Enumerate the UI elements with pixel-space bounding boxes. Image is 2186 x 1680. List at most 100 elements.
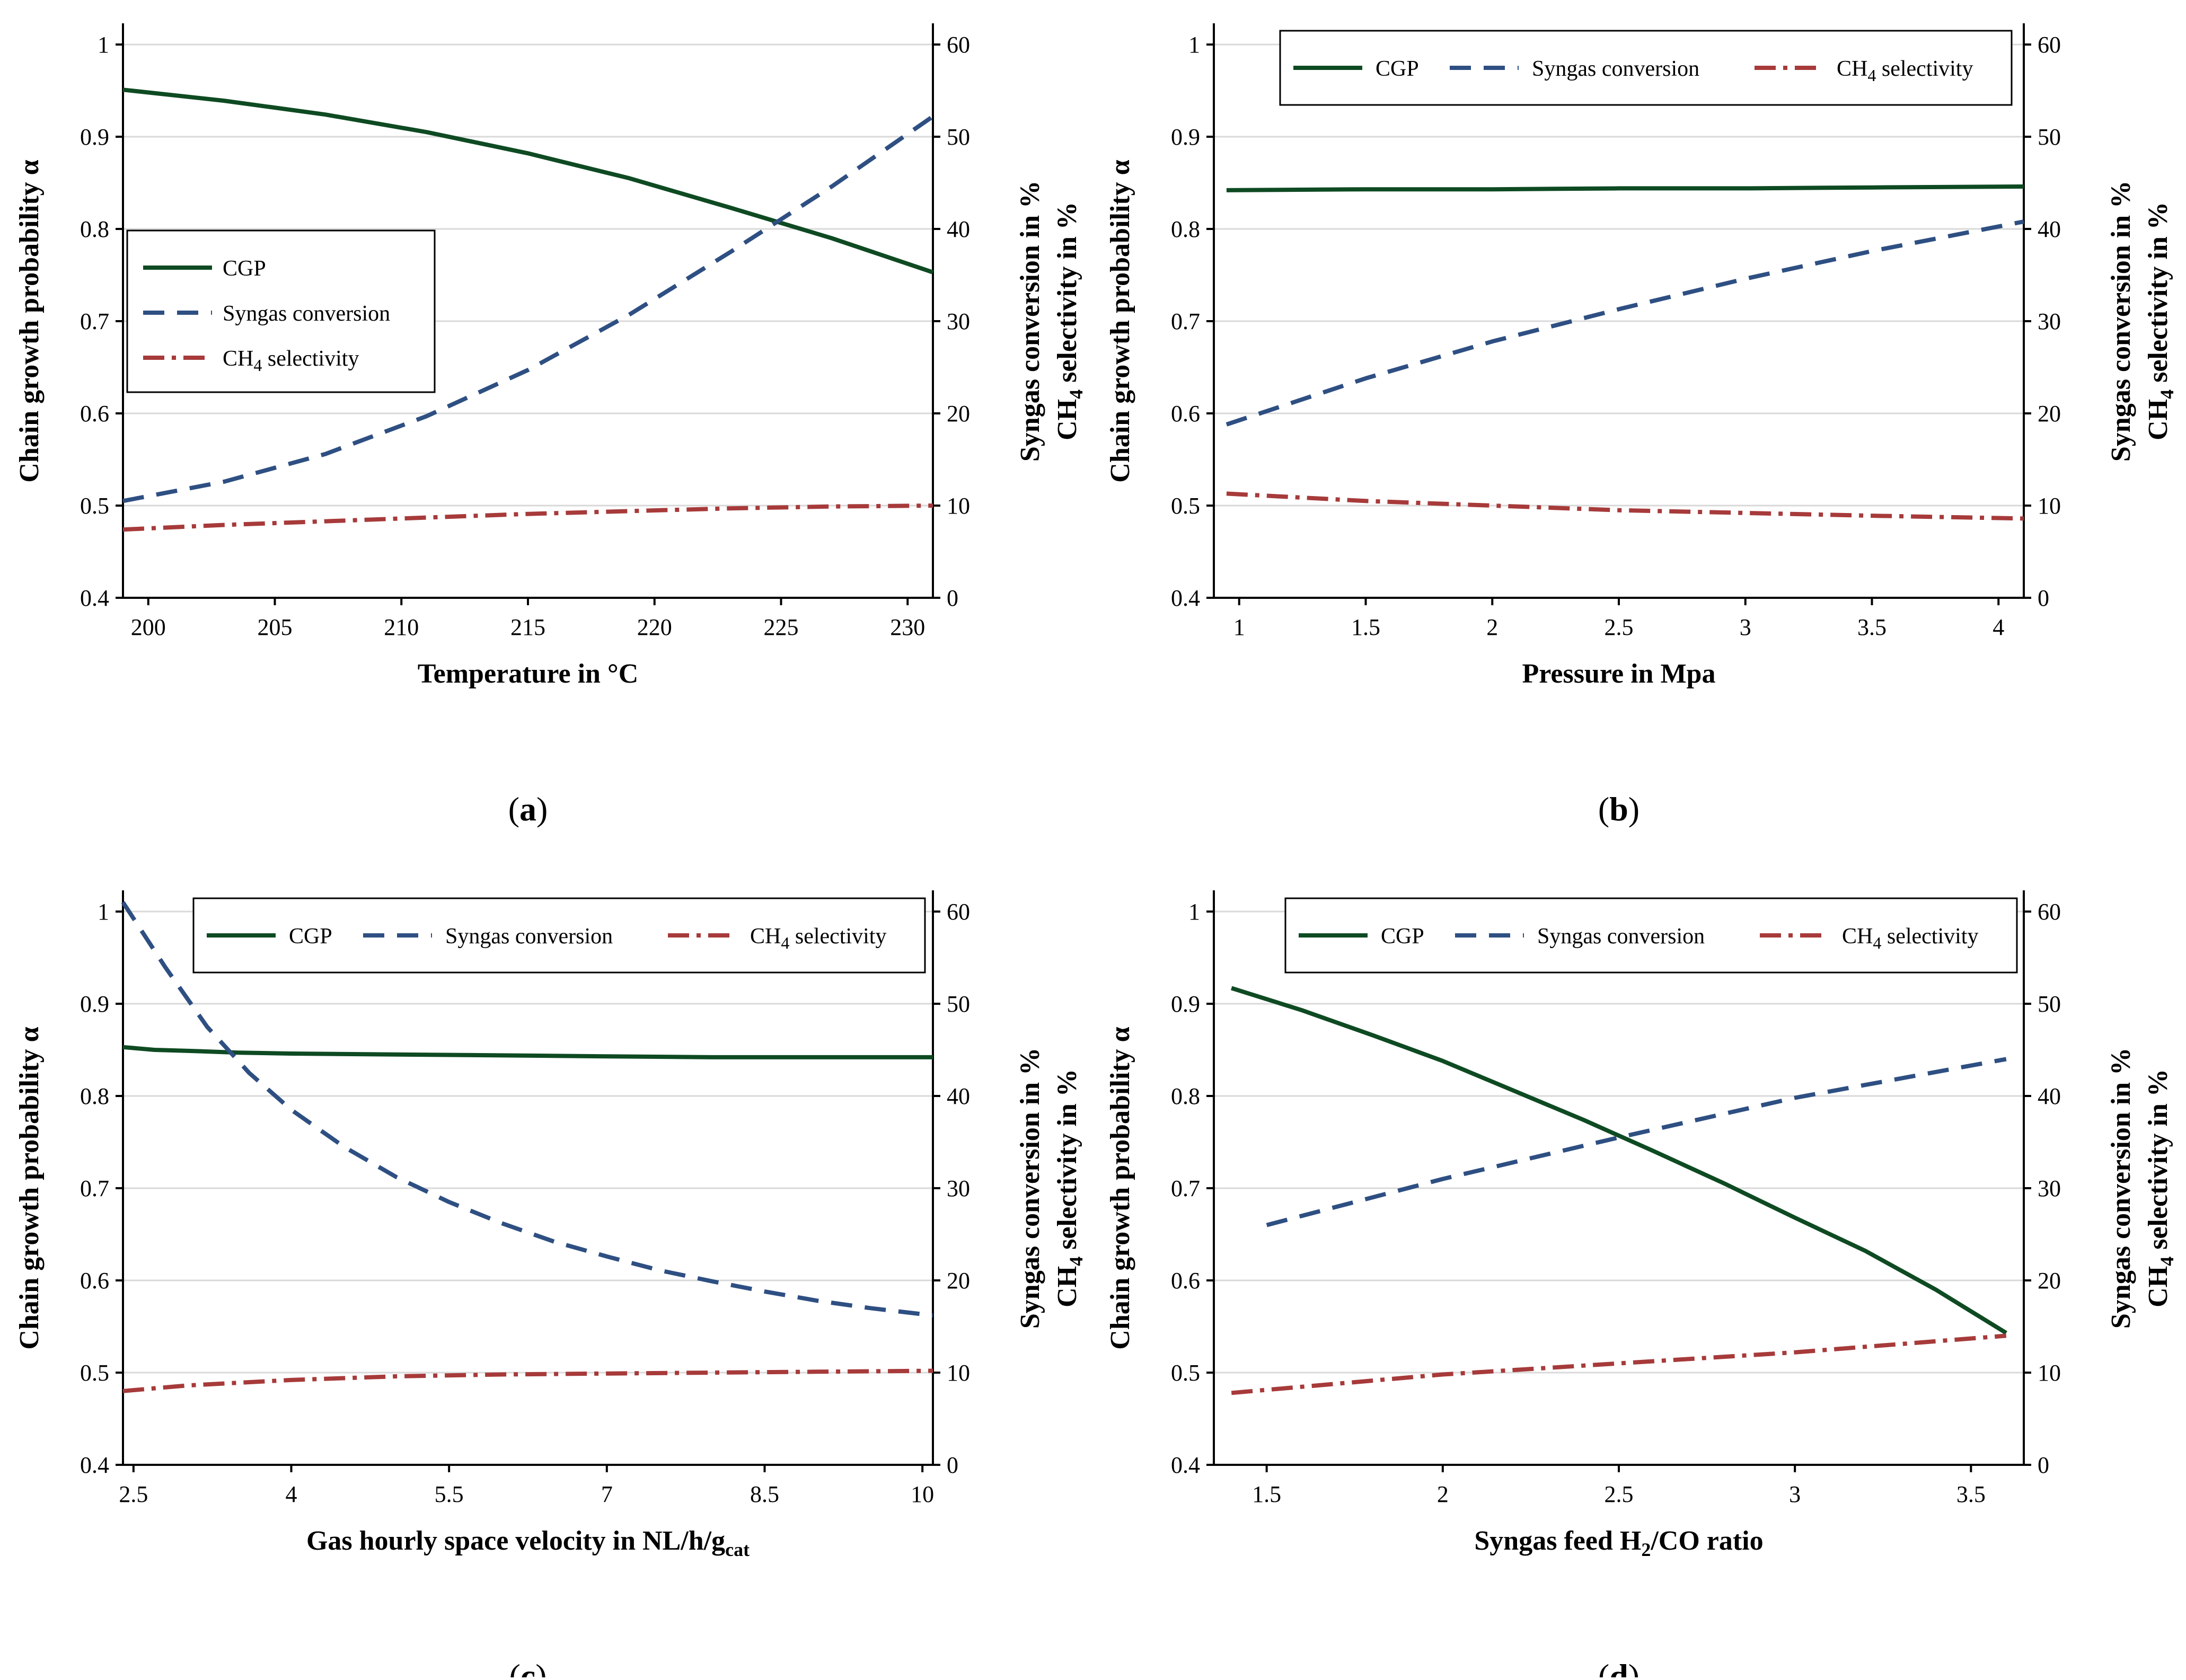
left-tick-label: 0.5: [80, 493, 109, 519]
x-tick-label: 3: [1789, 1481, 1801, 1507]
right-tick-label: 60: [947, 899, 970, 925]
x-tick-label: 2.5: [1605, 1481, 1634, 1507]
left-tick-label: 0.6: [1171, 401, 1200, 427]
right-axis-title-ch4: CH4 selectivity in %: [2143, 1069, 2178, 1307]
x-tick-label: 5.5: [435, 1481, 464, 1507]
right-tick-label: 10: [2038, 1360, 2061, 1386]
x-tick-label: 8.5: [750, 1481, 779, 1507]
x-axis-title: Gas hourly space velocity in NL/h/gcat: [306, 1526, 750, 1560]
left-tick-label: 0.4: [80, 585, 109, 611]
legend: CGP Syngas conversion CH4 selectivity: [192, 897, 926, 974]
left-tick-label: 0.6: [80, 1268, 109, 1294]
left-tick-label: 0.9: [80, 991, 109, 1017]
legend-label-syngas: Syngas conversion: [223, 302, 390, 326]
left-axis-title: Chain growth probability α: [14, 160, 45, 482]
series-line-ch4: [122, 1368, 933, 1393]
left-tick-label: 0.8: [80, 216, 109, 242]
left-tick-label: 1: [1188, 899, 1200, 925]
legend: CGP Syngas conversion CH4 selectivity: [126, 229, 436, 393]
left-tick-label: 0.9: [1171, 991, 1200, 1017]
left-tick-label: 0.4: [1171, 585, 1200, 611]
left-tick-label: 0.5: [80, 1360, 109, 1386]
legend-label-syngas: Syngas conversion: [445, 924, 613, 949]
series-line-ch4: [1231, 1333, 2007, 1395]
x-tick-label: 2.5: [119, 1481, 148, 1507]
right-axis-title-syngas: Syngas conversion in %: [2106, 1048, 2136, 1329]
right-tick-label: 50: [947, 991, 970, 1017]
legend-label-cgp: CGP: [1376, 57, 1419, 81]
x-tick-label: 4: [286, 1481, 297, 1507]
legend: CGP Syngas conversion CH4 selectivity: [1279, 30, 2013, 106]
legend-box: [192, 897, 926, 974]
series-line-ch4: [122, 503, 933, 532]
left-tick-label: 0.8: [80, 1083, 109, 1109]
left-tick-label: 0.8: [1171, 1083, 1200, 1109]
x-axis-title: Pressure in Mpa: [1522, 659, 1716, 689]
left-tick-label: 0.4: [1171, 1452, 1200, 1478]
right-tick-label: 10: [947, 493, 970, 519]
left-tick-label: 0.6: [1171, 1268, 1200, 1294]
legend-label-ch4: CH4 selectivity: [1842, 924, 1978, 952]
right-tick-label: 20: [2038, 401, 2061, 427]
x-tick-label: 215: [510, 614, 545, 640]
left-tick-label: 0.7: [80, 1175, 109, 1201]
right-tick-label: 30: [2038, 1175, 2061, 1201]
right-axis-title-syngas: Syngas conversion in %: [2106, 181, 2136, 462]
x-tick-label: 1.5: [1252, 1481, 1281, 1507]
right-tick-label: 60: [2038, 32, 2061, 58]
legend-label-syngas: Syngas conversion: [1537, 924, 1705, 949]
x-tick-label: 205: [258, 614, 293, 640]
x-tick-label: 210: [384, 614, 419, 640]
series-line-cgp: [122, 1045, 933, 1059]
left-axis-title: Chain growth probability α: [1105, 160, 1135, 482]
right-tick-label: 50: [2038, 991, 2061, 1017]
legend-label-ch4: CH4 selectivity: [223, 347, 359, 375]
left-tick-label: 0.5: [1171, 493, 1200, 519]
right-tick-label: 20: [2038, 1268, 2061, 1294]
x-tick-label: 3.5: [1956, 1481, 1986, 1507]
right-tick-label: 0: [2038, 1452, 2049, 1478]
right-tick-label: 30: [2038, 308, 2061, 334]
left-tick-label: 0.5: [1171, 1360, 1200, 1386]
left-tick-label: 0.9: [1171, 124, 1200, 150]
legend-box: [1279, 30, 2013, 106]
right-tick-label: 10: [2038, 493, 2061, 519]
left-tick-label: 0.6: [80, 401, 109, 427]
left-tick-label: 1: [98, 899, 109, 925]
right-tick-label: 60: [2038, 899, 2061, 925]
left-tick-label: 0.7: [1171, 308, 1200, 334]
x-tick-label: 1.5: [1351, 614, 1380, 640]
right-tick-label: 20: [947, 1268, 970, 1294]
x-tick-label: 225: [764, 614, 799, 640]
left-tick-label: 0.7: [80, 308, 109, 334]
panel-label: (c): [509, 1657, 546, 1677]
left-tick-label: 0.7: [1171, 1175, 1200, 1201]
right-tick-label: 60: [947, 32, 970, 58]
right-axis-title-ch4: CH4 selectivity in %: [2143, 202, 2178, 440]
legend-label-syngas: Syngas conversion: [1532, 57, 1699, 81]
x-tick-label: 3.5: [1857, 614, 1887, 640]
legend: CGP Syngas conversion CH4 selectivity: [1284, 897, 2018, 974]
legend-label-cgp: CGP: [289, 924, 332, 949]
right-tick-label: 50: [2038, 124, 2061, 150]
panel-label: (a): [508, 790, 548, 828]
legend-label-cgp: CGP: [1381, 924, 1424, 949]
right-tick-label: 0: [947, 1452, 958, 1478]
x-tick-label: 10: [911, 1481, 934, 1507]
x-axis-title: Temperature in °C: [418, 659, 639, 689]
series-line-ch4: [1226, 491, 2024, 521]
legend-box: [1284, 897, 2018, 974]
panel-label: (b): [1598, 790, 1640, 828]
right-tick-label: 30: [947, 1175, 970, 1201]
right-tick-label: 40: [2038, 216, 2061, 242]
series-line-syngas: [1226, 219, 2024, 427]
x-tick-label: 220: [637, 614, 672, 640]
x-tick-label: 4: [1993, 614, 2004, 640]
right-tick-label: 50: [947, 124, 970, 150]
series-line-cgp: [122, 87, 934, 275]
right-tick-label: 10: [947, 1360, 970, 1386]
